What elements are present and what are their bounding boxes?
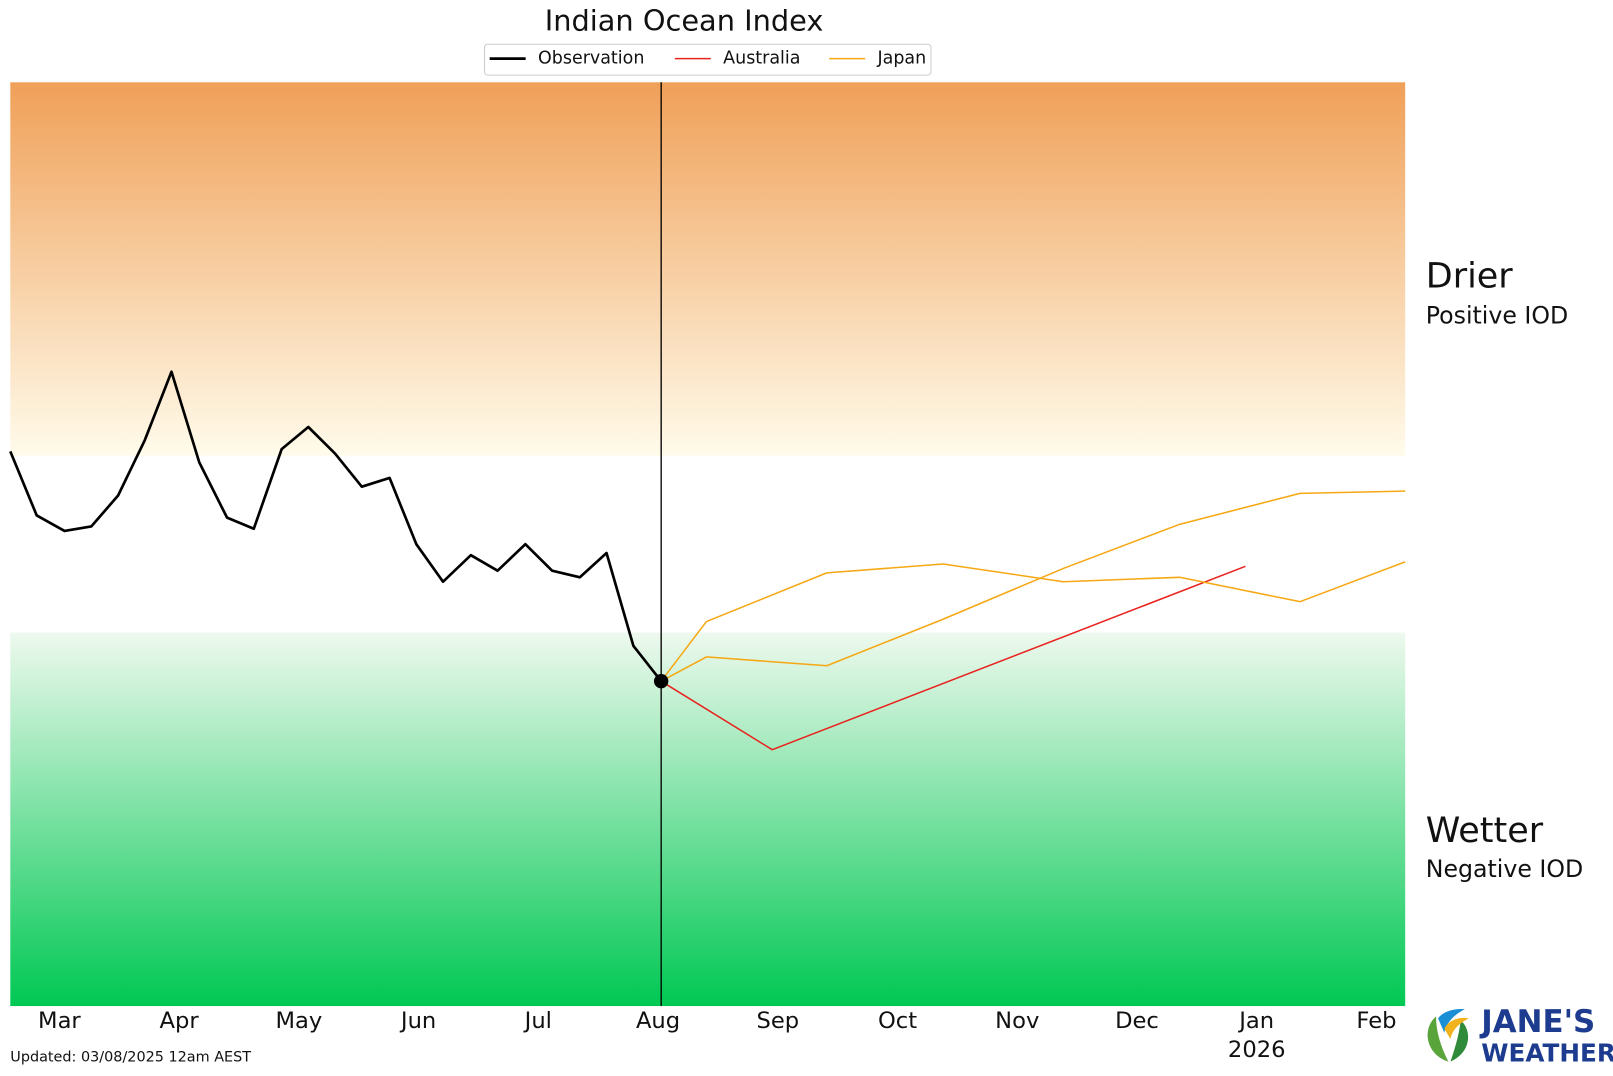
x-tick-label: Oct	[878, 1008, 917, 1034]
footnote: Updated: 03/08/2025 12am AEST	[10, 1049, 251, 1065]
x-tick-label: Jul	[523, 1008, 552, 1034]
x-tick-label: Jan	[1237, 1008, 1274, 1034]
legend-label: Australia	[723, 49, 800, 69]
x-tick-label: Sep	[756, 1008, 799, 1034]
x-tick-label: Mar	[38, 1008, 81, 1034]
series-line	[660, 561, 1406, 682]
chart-title: Indian Ocean Index	[545, 4, 824, 38]
x-tick-label: Apr	[160, 1008, 200, 1034]
x-tick-label: Jun	[399, 1008, 436, 1034]
upper-sublabel: Positive IOD	[1426, 301, 1568, 329]
x-tick-label: Aug	[636, 1008, 680, 1034]
legend-label: Japan	[876, 49, 926, 69]
lower-sublabel: Negative IOD	[1426, 855, 1583, 883]
x-tick-label: Dec	[1115, 1008, 1159, 1034]
brand-logo	[1427, 1008, 1469, 1062]
brand-name: JANE'S	[1479, 1004, 1595, 1040]
upper-label: Drier	[1426, 257, 1514, 297]
positive-band	[10, 82, 1406, 456]
series-line	[9, 370, 663, 683]
legend-box	[484, 43, 932, 76]
x-tick-label: May	[275, 1008, 322, 1034]
latest-point	[653, 673, 669, 689]
x-tick-sublabel: 2026	[1228, 1037, 1286, 1063]
x-tick-label: Feb	[1356, 1008, 1396, 1034]
negative-band	[10, 632, 1406, 1007]
lower-label: Wetter	[1426, 811, 1544, 851]
series-line	[660, 490, 1406, 682]
x-tick-label: Nov	[995, 1008, 1039, 1034]
brand-name: WEATHER	[1481, 1038, 1613, 1067]
legend-label: Observation	[538, 49, 644, 69]
series-line	[660, 565, 1246, 751]
